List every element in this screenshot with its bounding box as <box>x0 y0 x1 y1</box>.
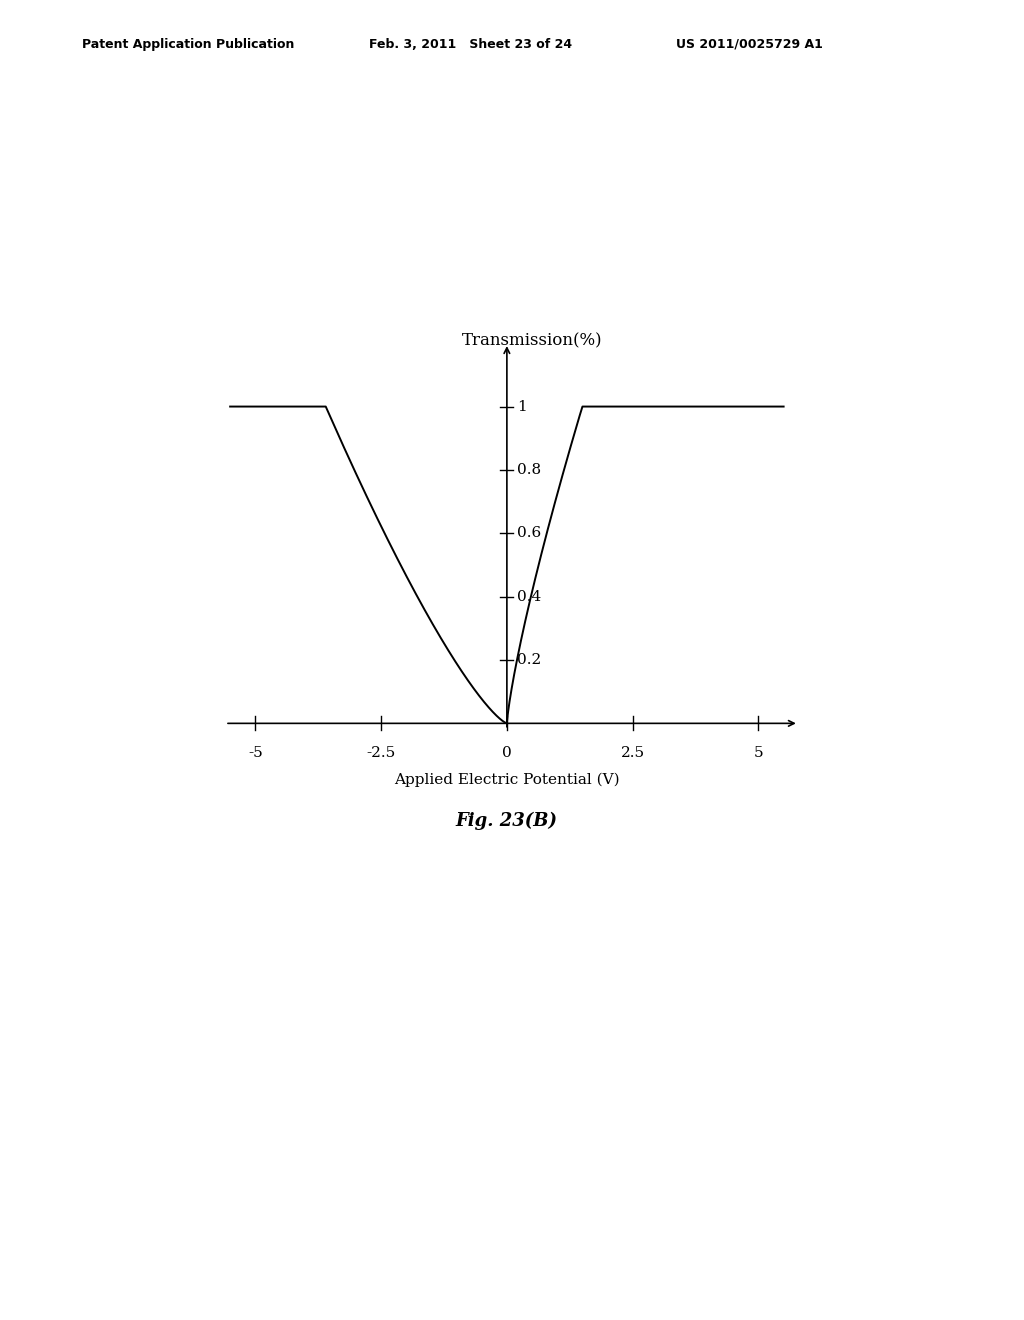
Text: 0.8: 0.8 <box>517 463 541 477</box>
Text: Transmission(%): Transmission(%) <box>462 333 602 350</box>
Text: US 2011/0025729 A1: US 2011/0025729 A1 <box>676 37 822 50</box>
Text: 0.2: 0.2 <box>517 653 542 667</box>
Text: -2.5: -2.5 <box>367 746 395 759</box>
Text: Patent Application Publication: Patent Application Publication <box>82 37 294 50</box>
Text: Feb. 3, 2011   Sheet 23 of 24: Feb. 3, 2011 Sheet 23 of 24 <box>369 37 571 50</box>
Text: 2.5: 2.5 <box>621 746 645 759</box>
Text: 5: 5 <box>754 746 763 759</box>
Text: 0: 0 <box>502 746 512 759</box>
Text: Applied Electric Potential (V): Applied Electric Potential (V) <box>394 772 620 787</box>
Text: Fig. 23(B): Fig. 23(B) <box>456 812 558 830</box>
Text: 0.6: 0.6 <box>517 527 542 540</box>
Text: 1: 1 <box>517 400 526 413</box>
Text: 0.4: 0.4 <box>517 590 542 603</box>
Text: -5: -5 <box>248 746 263 759</box>
